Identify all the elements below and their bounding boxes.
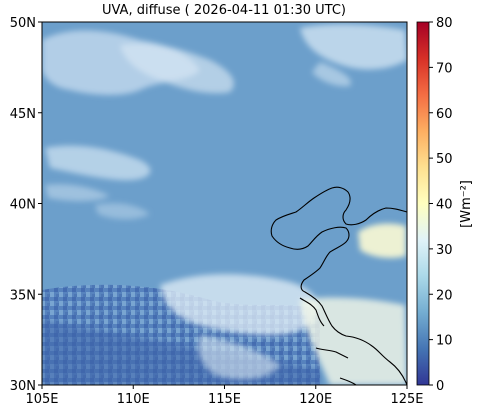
colorbar-tick-label: 50 (436, 152, 453, 167)
colorbar-label: [Wm⁻²] (459, 180, 474, 228)
colorbar: 0 10 20 30 40 50 60 70 80 [Wm⁻²] (416, 16, 474, 394)
latitude-axis: 50N 45N 40N 35N 30N (10, 16, 42, 394)
lon-tick-label: 110E (117, 392, 150, 407)
coastline (270, 186, 407, 385)
map-title: UVA, diffuse ( 2026-04-11 01:30 UTC) (102, 3, 346, 18)
lon-tick-label: 120E (299, 392, 332, 407)
lon-tick-label: 115E (208, 392, 241, 407)
lat-tick-label: 45N (10, 107, 36, 122)
colorbar-ticks: 0 10 20 30 40 50 60 70 80 (429, 16, 453, 394)
longitude-axis: 105E 110E 115E 120E 125E (25, 385, 424, 407)
lat-tick-label: 35N (10, 288, 36, 303)
colorbar-tick-label: 20 (436, 288, 453, 303)
map-panel (42, 22, 407, 385)
colorbar-tick-label: 30 (436, 243, 453, 258)
colorbar-tick-label: 40 (436, 198, 453, 213)
colorbar-tick-label: 10 (436, 334, 453, 349)
colorbar-tick-label: 70 (436, 61, 453, 76)
lat-tick-label: 50N (10, 16, 36, 31)
high-uva-cloud-regions (42, 24, 407, 385)
colorbar-tick-label: 0 (436, 379, 444, 394)
lat-tick-label: 30N (10, 379, 36, 394)
colorbar-gradient (416, 21, 430, 386)
lon-tick-label: 105E (25, 392, 58, 407)
lon-tick-label: 125E (390, 392, 423, 407)
lat-tick-label: 40N (10, 198, 36, 213)
colorbar-tick-label: 60 (436, 107, 453, 122)
colorbar-tick-label: 80 (436, 16, 453, 31)
